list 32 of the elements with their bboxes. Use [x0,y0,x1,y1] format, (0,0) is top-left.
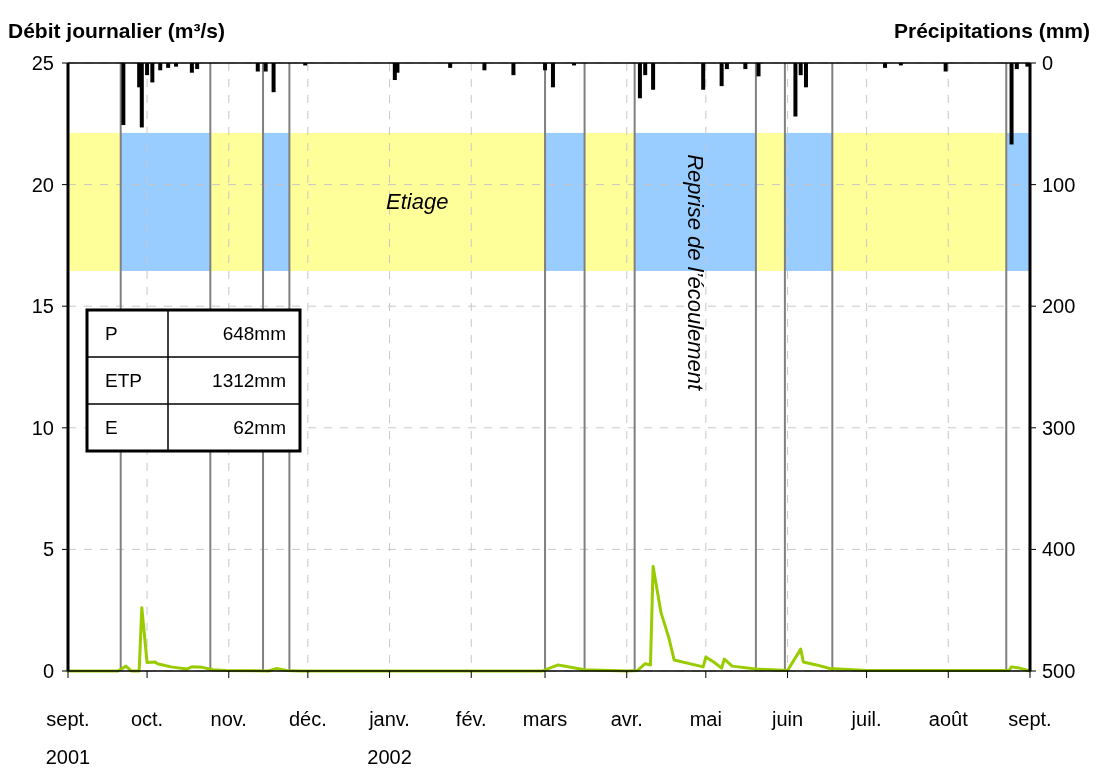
x-tick-label: juin [770,708,804,730]
x-tick-label: sept. [1008,708,1052,730]
y-axis-title: Débit journalier (m³/s) [8,19,226,42]
text: ETP 1312mm [105,370,286,391]
y2-tick-label: 0 [1042,52,1054,74]
x-tick-label: mai [689,708,722,730]
y-tick-label: 0 [42,660,54,682]
x-tick-label: janv. 2002 [367,708,412,768]
x-tick-label: avr. [610,708,643,730]
y-tick-label: 10 [31,416,54,439]
text: E 62mm [105,417,286,438]
x-tick-label: fév. [455,708,487,730]
y-tick-label: 5 [42,538,54,561]
x-tick-label: août [928,708,969,730]
band-label: Reprise de l’écoulement [682,154,708,392]
y-tick-label: 15 [31,295,54,318]
x-tick-label: nov. [210,708,247,730]
y-tick-label: 20 [31,173,54,196]
band-label: Etiage [386,189,449,215]
text: P 648mm [105,323,286,344]
y2-tick-label: 200 [1042,295,1076,318]
x-tick-label: oct. [130,708,164,730]
y2-tick-label: 300 [1042,416,1076,439]
x-tick-label: juil. [850,708,882,730]
x-tick-label: mars [522,708,568,730]
y2-tick-label: 100 [1042,173,1076,196]
y2-tick-label: 500 [1042,660,1076,682]
y2-tick-label: 400 [1042,538,1076,561]
x-tick-label: déc. [288,708,327,730]
x-tick-label: sept. 2001 [45,708,91,768]
y2-axis-title: Précipitations (mm) [893,19,1090,42]
y-tick-label: 25 [31,52,54,74]
